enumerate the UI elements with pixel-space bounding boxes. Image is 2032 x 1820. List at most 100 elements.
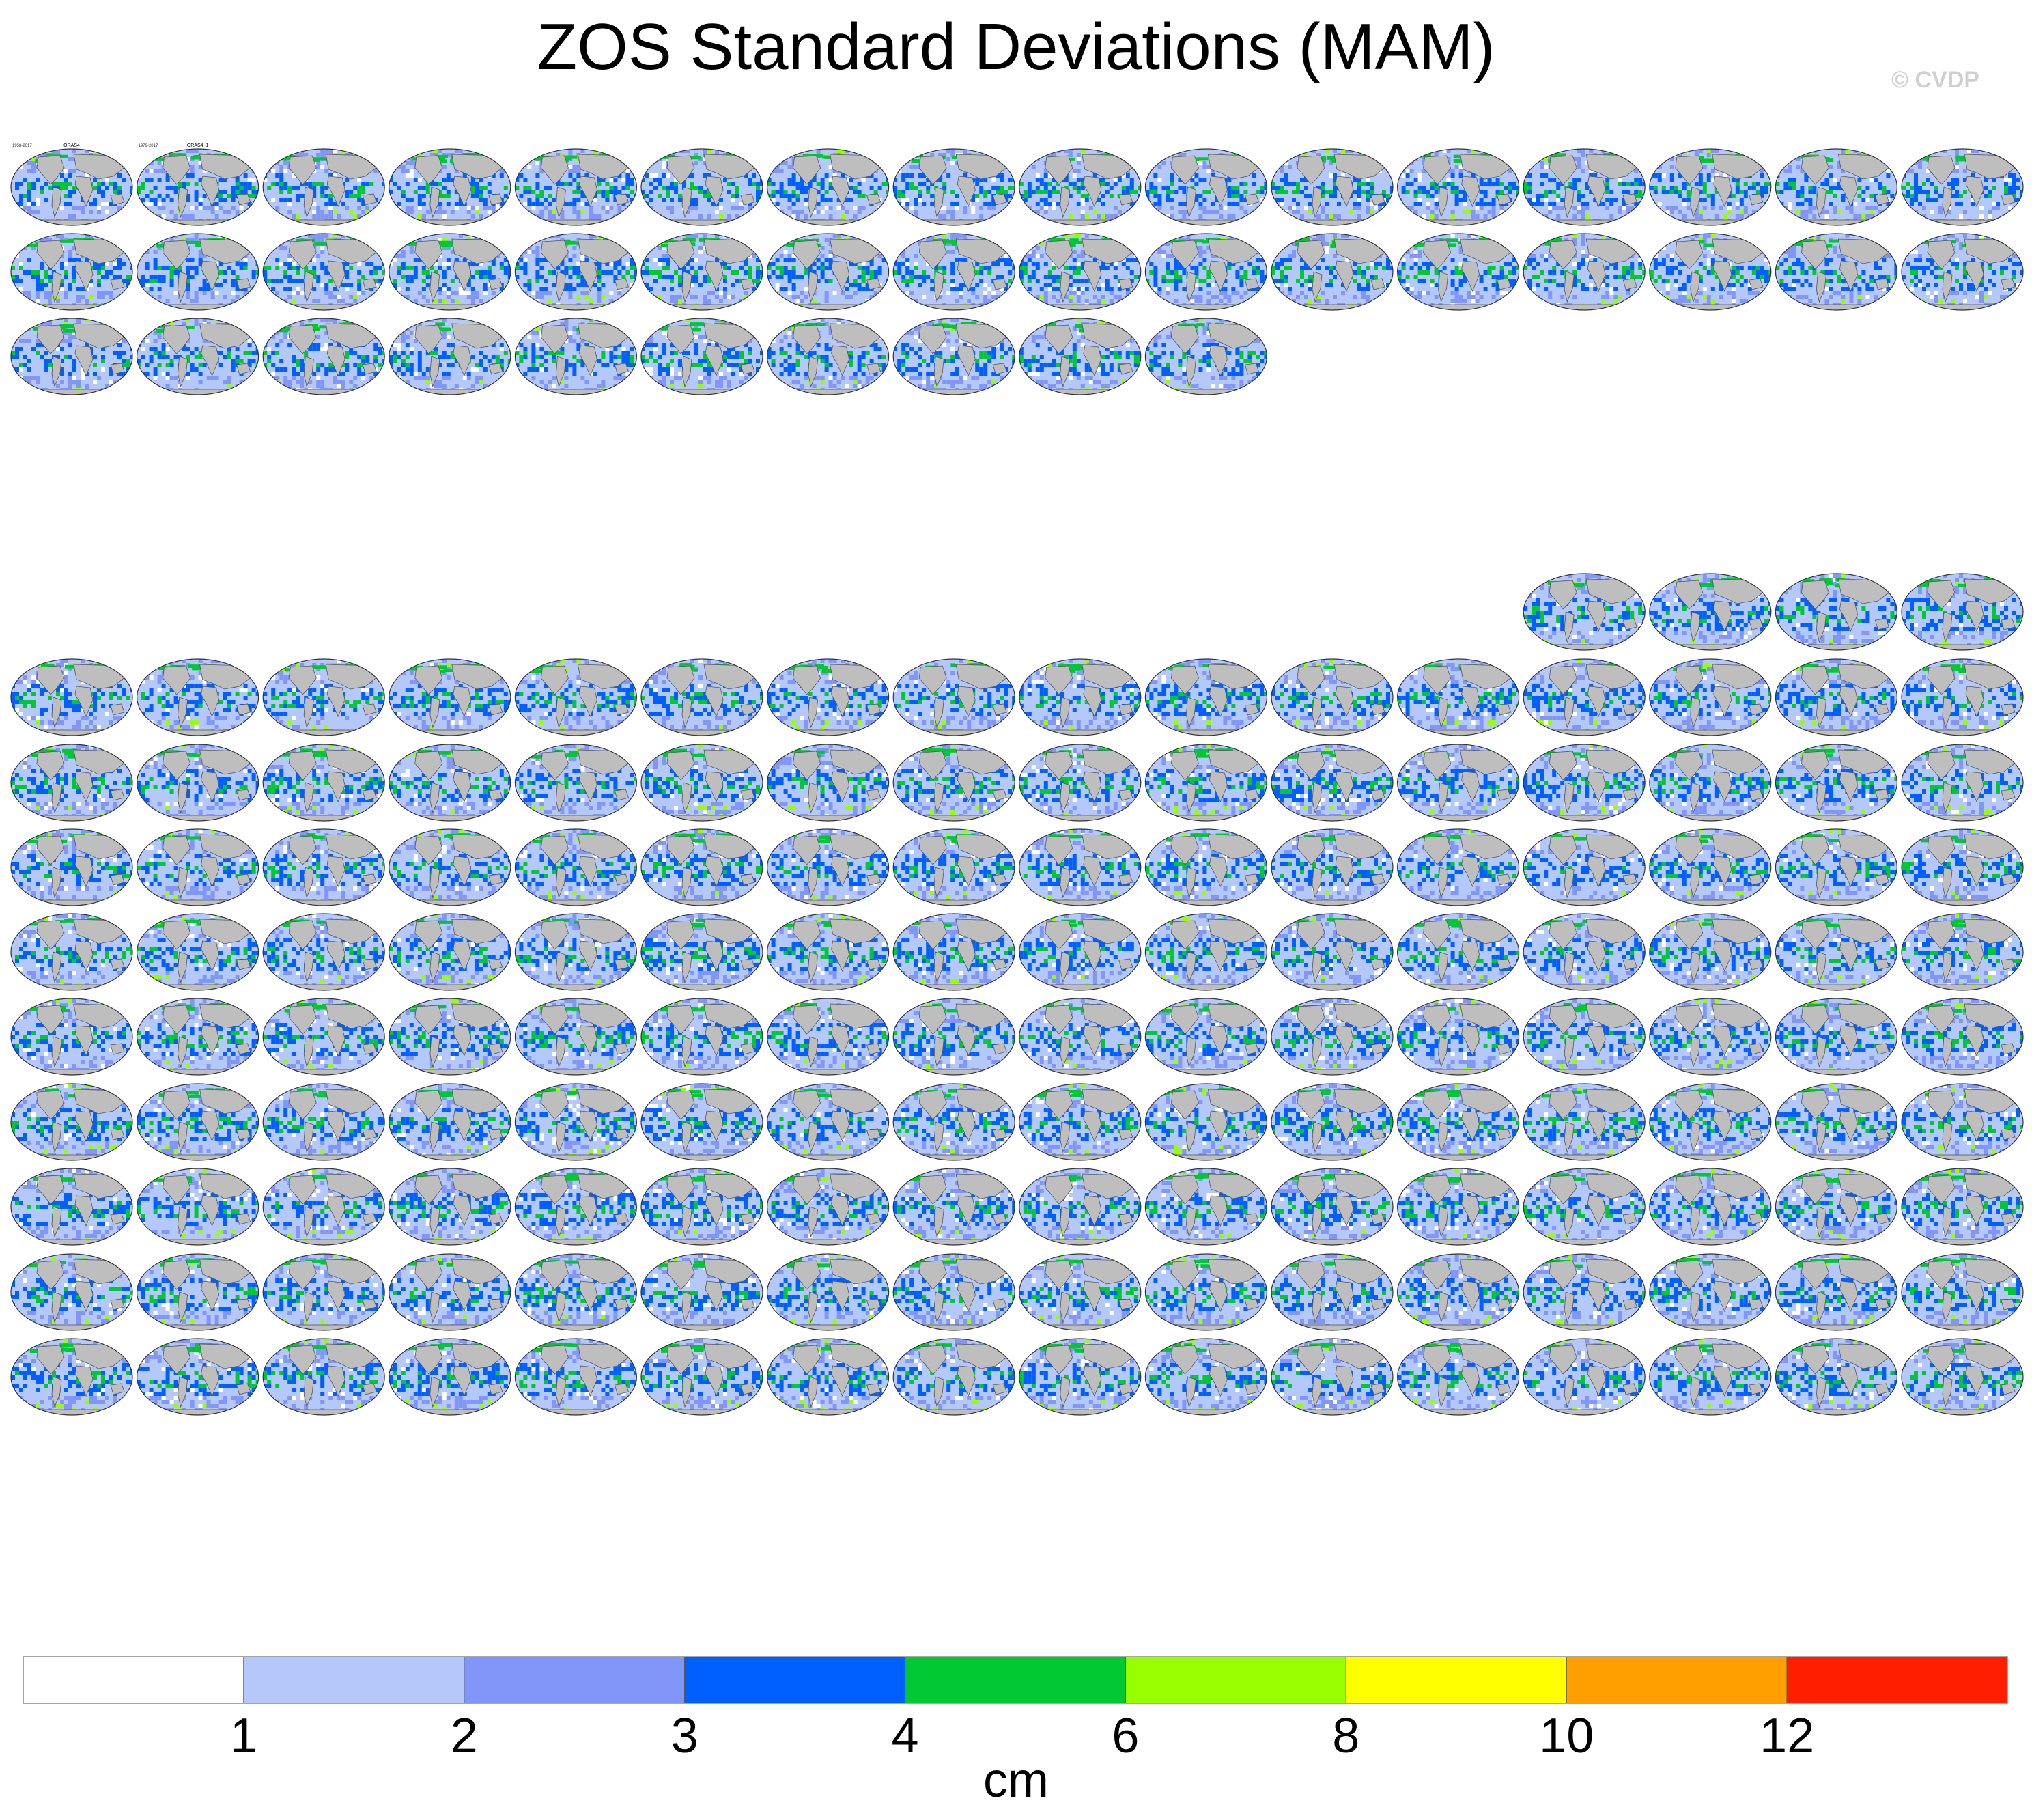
map-panel: [1901, 1168, 2024, 1246]
map-panel: [1271, 658, 1394, 736]
map-panel: [1523, 573, 1646, 651]
map-panel: [1397, 1168, 1520, 1246]
map-panel: [137, 658, 259, 736]
map-panel: [262, 828, 385, 906]
map-panel: [1397, 744, 1520, 822]
colorbar-swatch: [243, 1656, 465, 1704]
map-panel: [1144, 1338, 1268, 1416]
map-panel: [389, 318, 511, 395]
map-panel: [1649, 1083, 1772, 1161]
map-panel: [1901, 744, 2024, 822]
map-panel: [640, 148, 763, 226]
map-panel: [1523, 1083, 1646, 1161]
map-panel: [1271, 1338, 1394, 1416]
map-panel: [1144, 998, 1268, 1076]
map-panel: [389, 1083, 511, 1161]
map-panel: [1144, 148, 1268, 226]
map-panel: [514, 658, 638, 736]
map-panel: [262, 998, 385, 1076]
map-panel: [892, 318, 1015, 395]
map-panel: [766, 318, 890, 395]
map-panel: [514, 1338, 638, 1416]
map-panel: [1775, 998, 1897, 1076]
map-panel: [1775, 1253, 1897, 1331]
map-panel: [892, 744, 1015, 822]
map-panel: [10, 744, 133, 822]
map-panel: [1144, 828, 1268, 906]
map-panel: [1271, 744, 1394, 822]
map-panel: [1144, 744, 1268, 822]
map-panel: [262, 744, 385, 822]
map-panel: [1397, 1338, 1520, 1416]
map-panel: [1019, 318, 1142, 395]
map-panel: [640, 658, 763, 736]
map-panel: [10, 998, 133, 1076]
colorbar-tick-label: 6: [1112, 1709, 1139, 1758]
colorbar-tick-label: 2: [451, 1709, 478, 1758]
map-panel: [137, 233, 259, 311]
map-panel: [1271, 148, 1394, 226]
map-panel: [262, 318, 385, 395]
map-panel: [137, 1168, 259, 1246]
map-panel: [1397, 913, 1520, 991]
map-panel: [10, 1253, 133, 1331]
map-panel: [1271, 1253, 1394, 1331]
map-panel: [1271, 1168, 1394, 1246]
map-panel: [1649, 913, 1772, 991]
map-panel: [766, 148, 890, 226]
map-panel: [262, 233, 385, 311]
map-panel: [1901, 1083, 2024, 1161]
map-panel: [1775, 1338, 1897, 1416]
map-panel: [1019, 1168, 1142, 1246]
map-panel: [892, 658, 1015, 736]
map-panel: [892, 1083, 1015, 1161]
map-panel: [1649, 1253, 1772, 1331]
map-panel: [1775, 233, 1897, 311]
map-panel: [514, 1253, 638, 1331]
map-panel: [1523, 1253, 1646, 1331]
map-panel: [640, 1338, 763, 1416]
map-panel: [1901, 1338, 2024, 1416]
map-panel: [1271, 1083, 1394, 1161]
map-panel: [514, 828, 638, 906]
map-panel: [1144, 1083, 1268, 1161]
map-panel: [514, 318, 638, 395]
map-panel: [389, 1338, 511, 1416]
colorbar-tick-label: 1: [230, 1709, 257, 1758]
colorbar-swatch: [684, 1656, 906, 1704]
map-panel: [1019, 828, 1142, 906]
map-panel: [1775, 1083, 1897, 1161]
map-panel: [892, 233, 1015, 311]
colorbar-tick-label: 4: [892, 1709, 919, 1758]
map-panel: [389, 998, 511, 1076]
map-panel: [1523, 744, 1646, 822]
map-panel: [10, 658, 133, 736]
map-panel: [1901, 233, 2024, 311]
map-panel: [766, 998, 890, 1076]
map-panel: [1019, 998, 1142, 1076]
map-panel: [10, 233, 133, 311]
map-panel: [1775, 658, 1897, 736]
map-panel: [1144, 1253, 1268, 1331]
map-panel: [1901, 148, 2024, 226]
map-panel: [1649, 658, 1772, 736]
map-panel: [1019, 1253, 1142, 1331]
map-panel: [389, 913, 511, 991]
map-panel: [640, 1253, 763, 1331]
map-panel: [1144, 318, 1268, 395]
panel-period: 1979-2017: [139, 144, 158, 148]
panel-title: ORAS4_1: [187, 143, 209, 148]
map-panel: [1523, 913, 1646, 991]
map-panel: [1397, 658, 1520, 736]
map-panel: [766, 744, 890, 822]
map-panel: [766, 1083, 890, 1161]
map-panel: [1649, 1168, 1772, 1246]
map-panel: [766, 233, 890, 311]
map-panel: [1901, 998, 2024, 1076]
map-panel: [1019, 148, 1142, 226]
map-panel: [640, 913, 763, 991]
map-panel: [892, 828, 1015, 906]
map-panel: [766, 1168, 890, 1246]
map-panel: [10, 1168, 133, 1246]
map-panel: [514, 913, 638, 991]
